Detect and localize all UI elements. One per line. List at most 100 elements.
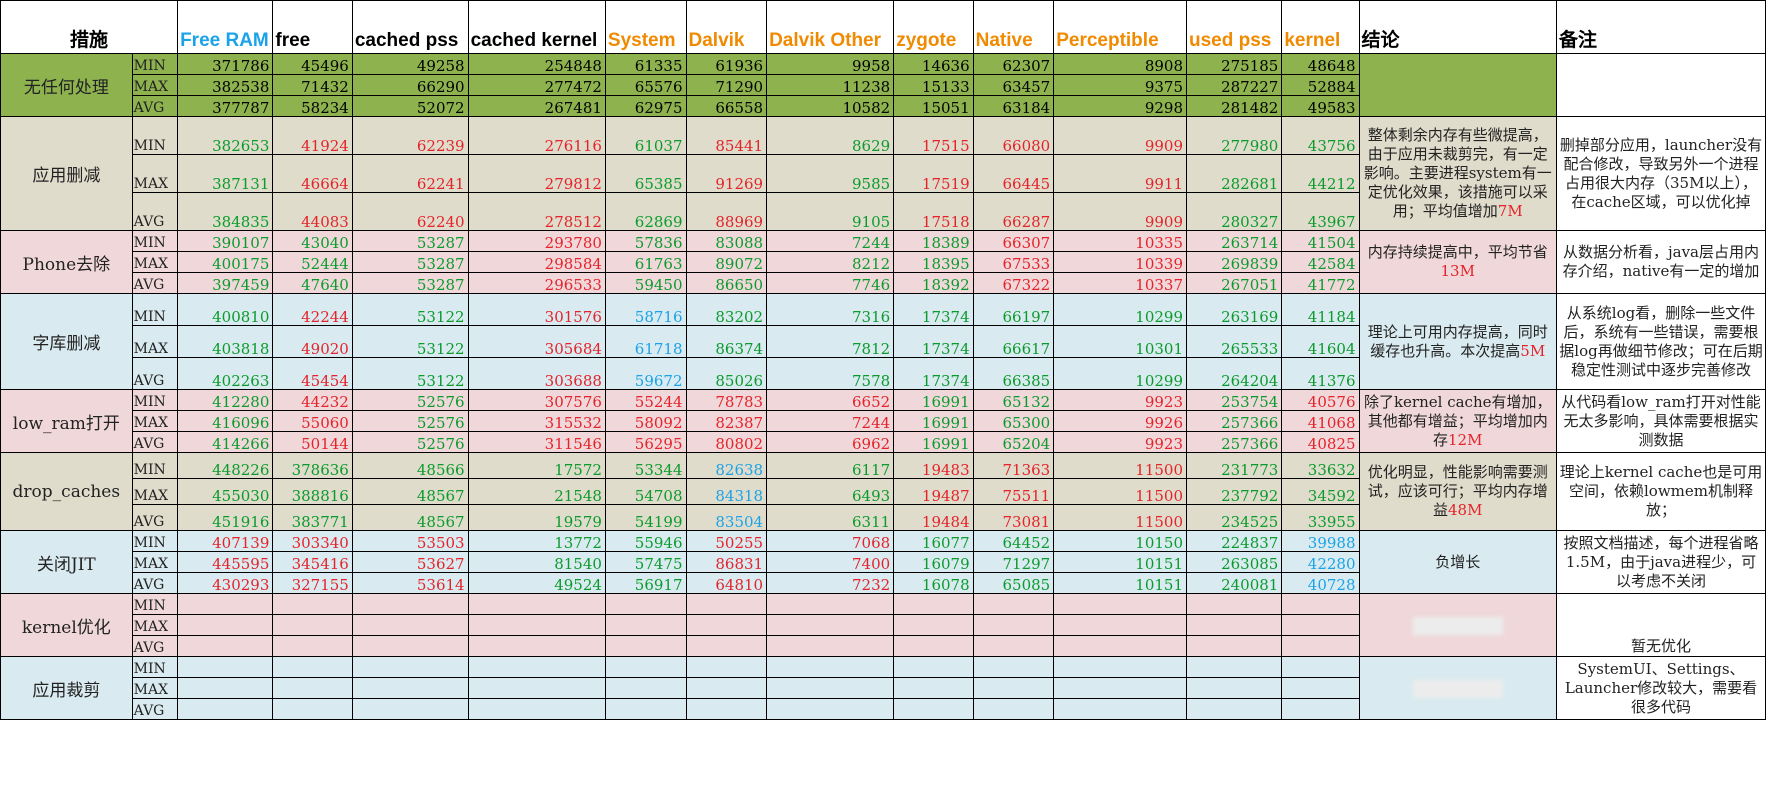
- value-cell: 17374: [893, 325, 974, 358]
- table-row: MAX: [1, 677, 1766, 699]
- stat-label: MIN: [131, 53, 179, 75]
- value-cell: 257366: [1185, 410, 1283, 432]
- stat-label: MAX: [131, 251, 179, 273]
- value-cell: 14636: [893, 53, 974, 75]
- value-cell: 6493: [766, 478, 895, 505]
- value-cell: 56917: [604, 572, 687, 594]
- value-cell: 277980: [1185, 116, 1283, 155]
- value-cell: [604, 635, 687, 657]
- value-cell: 279812: [467, 154, 606, 193]
- table-row: 字库删减 MIN 400810 42244 53122 301576 58716 83202 7…: [0, 293, 1766, 390]
- value-cell: 277472: [467, 74, 606, 96]
- value-cell: 42244: [272, 293, 353, 326]
- value-cell: [467, 698, 606, 720]
- value-cell: 66197: [972, 293, 1055, 326]
- value-cell: 52576: [351, 410, 469, 432]
- value-cell: 61718: [604, 325, 687, 358]
- value-cell: [893, 698, 974, 720]
- stat-label: AVG: [131, 572, 179, 594]
- conclusion-highlight: 48M: [1448, 501, 1483, 519]
- value-cell: 57836: [604, 230, 687, 252]
- value-cell: 43040: [272, 230, 353, 252]
- stat-label: MAX: [131, 551, 179, 573]
- conclusion-cell: 除了kernel cache有增加，其他都有增益；平均增加内存12M: [1358, 389, 1557, 453]
- value-cell: 54708: [604, 478, 687, 505]
- table-row: MAX 455030 388816 48567 21548 54708 84318 6493 1…: [1, 478, 1766, 505]
- value-cell: 49258: [351, 53, 469, 75]
- value-cell: 455030: [177, 478, 274, 505]
- value-cell: 41604: [1281, 325, 1360, 358]
- value-cell: 86374: [685, 325, 768, 358]
- value-cell: [351, 677, 469, 699]
- value-cell: 390107: [177, 230, 274, 252]
- value-cell: 9911: [1053, 154, 1187, 193]
- value-cell: [1185, 656, 1283, 678]
- value-cell: 57475: [604, 551, 687, 573]
- value-cell: 265533: [1185, 325, 1283, 358]
- stat-label: MAX: [131, 677, 179, 699]
- value-cell: [177, 593, 274, 615]
- value-cell: [351, 656, 469, 678]
- column-header: Dalvik Other: [766, 0, 895, 54]
- value-cell: 91269: [685, 154, 768, 193]
- stat-label: AVG: [131, 357, 179, 390]
- value-cell: 10299: [1053, 293, 1187, 326]
- value-cell: 65085: [972, 572, 1055, 594]
- value-cell: 62307: [972, 53, 1055, 75]
- value-cell: [893, 677, 974, 699]
- value-cell: 83088: [685, 230, 768, 252]
- value-cell: [972, 656, 1055, 678]
- value-cell: 21548: [467, 478, 606, 505]
- table-row: AVG 430293 327155 53614 49524 56917 64810 7232 1…: [1, 572, 1766, 594]
- value-cell: 43967: [1281, 192, 1360, 231]
- value-cell: [272, 593, 353, 615]
- value-cell: 62869: [604, 192, 687, 231]
- value-cell: 53627: [351, 551, 469, 573]
- conclusion-highlight: 13M: [1440, 262, 1475, 280]
- value-cell: 48648: [1281, 53, 1360, 75]
- value-cell: [893, 614, 974, 636]
- measure-name: 关闭JIT: [0, 530, 133, 594]
- value-cell: 264204: [1185, 357, 1283, 390]
- value-cell: 18395: [893, 251, 974, 273]
- value-cell: 15133: [893, 74, 974, 96]
- value-cell: 63184: [972, 95, 1055, 117]
- note-cell: 按照文档描述，每个进程省略1.5M，由于java进程少，可以考虑不关闭: [1555, 530, 1766, 594]
- column-header: 措施: [0, 0, 179, 54]
- table-row: kernel优化 MIN 暂无优化: [0, 593, 1766, 657]
- measure-name: 字库删减: [0, 293, 133, 390]
- table-row: 应用裁剪 MIN SystemUI、Settings、Launcher修改较大，需要…: [0, 656, 1766, 720]
- value-cell: 53122: [351, 293, 469, 326]
- value-cell: 66385: [972, 357, 1055, 390]
- measure-name: kernel优化: [0, 593, 133, 657]
- value-cell: [467, 656, 606, 678]
- value-cell: [177, 698, 274, 720]
- value-cell: 41376: [1281, 357, 1360, 390]
- value-cell: 382538: [177, 74, 274, 96]
- value-cell: 44212: [1281, 154, 1360, 193]
- value-cell: 267051: [1185, 272, 1283, 294]
- value-cell: 55946: [604, 530, 687, 552]
- stat-label: MIN: [131, 530, 179, 552]
- value-cell: 377787: [177, 95, 274, 117]
- value-cell: 67322: [972, 272, 1055, 294]
- value-cell: 9958: [766, 53, 895, 75]
- value-cell: 7578: [766, 357, 895, 390]
- value-cell: 59450: [604, 272, 687, 294]
- value-cell: 269839: [1185, 251, 1283, 273]
- value-cell: [972, 614, 1055, 636]
- value-cell: 16991: [893, 389, 974, 411]
- conclusion-text: 除了kernel cache有增加，其他都有增益；平均增加内存: [1363, 392, 1552, 449]
- value-cell: 52444: [272, 251, 353, 273]
- value-cell: 64452: [972, 530, 1055, 552]
- table-row: AVG: [1, 698, 1766, 720]
- value-cell: 6652: [766, 389, 895, 411]
- value-cell: [893, 593, 974, 615]
- table-row: AVG: [1, 635, 1766, 657]
- value-cell: [766, 614, 895, 636]
- value-cell: 54199: [604, 504, 687, 531]
- table-row: AVG 402263 45454 53122 303688 59672 85026 7578 1…: [1, 357, 1766, 390]
- value-cell: [685, 614, 768, 636]
- value-cell: 45454: [272, 357, 353, 390]
- stat-label: AVG: [131, 698, 179, 720]
